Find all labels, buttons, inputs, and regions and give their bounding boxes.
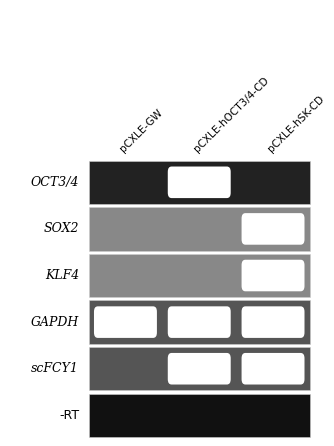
FancyBboxPatch shape — [241, 306, 305, 338]
FancyBboxPatch shape — [168, 166, 231, 198]
Text: pCXLE-hOCT3/4-CD: pCXLE-hOCT3/4-CD — [192, 75, 271, 154]
FancyBboxPatch shape — [168, 306, 231, 338]
FancyBboxPatch shape — [241, 213, 305, 245]
Text: OCT3/4: OCT3/4 — [31, 176, 79, 189]
Text: pCXLE-hSK-CD: pCXLE-hSK-CD — [266, 94, 326, 154]
FancyBboxPatch shape — [94, 306, 157, 338]
Bar — [89, 347, 310, 391]
Text: pCXLE-GW: pCXLE-GW — [118, 107, 165, 154]
Text: KLF4: KLF4 — [45, 269, 79, 282]
Bar — [89, 254, 310, 297]
Text: SOX2: SOX2 — [43, 223, 79, 235]
Text: scFCY1: scFCY1 — [31, 362, 79, 375]
Text: GAPDH: GAPDH — [31, 316, 79, 329]
Bar — [89, 301, 310, 344]
Bar — [89, 393, 310, 437]
FancyBboxPatch shape — [241, 260, 305, 291]
FancyBboxPatch shape — [241, 353, 305, 384]
Bar — [89, 161, 310, 204]
Bar — [89, 207, 310, 251]
FancyBboxPatch shape — [168, 353, 231, 384]
Text: -RT: -RT — [59, 409, 79, 422]
